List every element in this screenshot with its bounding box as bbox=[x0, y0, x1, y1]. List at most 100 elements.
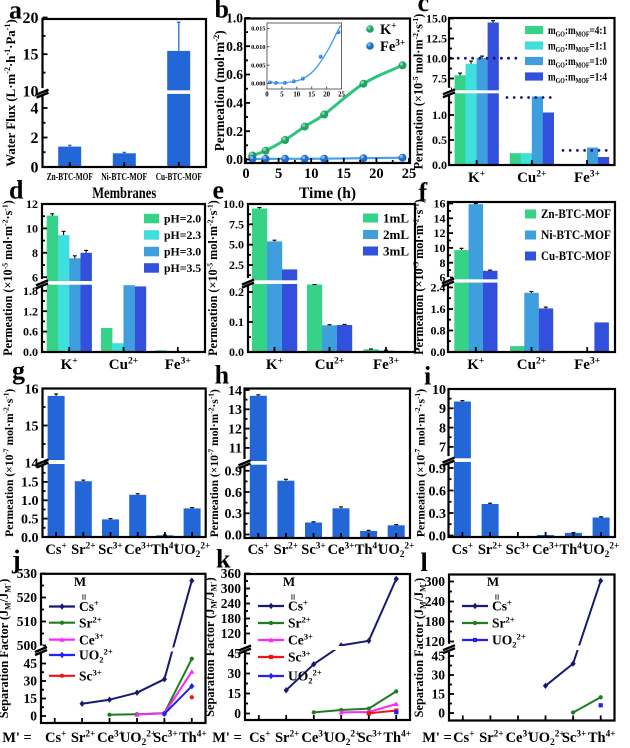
svg-text:10: 10 bbox=[432, 383, 446, 398]
svg-text:Cu-BTC-MOF: Cu-BTC-MOF bbox=[156, 171, 202, 183]
svg-text:8: 8 bbox=[439, 421, 446, 436]
svg-text:15: 15 bbox=[23, 47, 39, 64]
svg-text:0.0: 0.0 bbox=[226, 152, 243, 167]
svg-text:Sc3+: Sc3+ bbox=[79, 667, 102, 683]
svg-text:0.0: 0.0 bbox=[23, 345, 38, 359]
svg-text:45: 45 bbox=[24, 656, 38, 671]
svg-text:30: 30 bbox=[432, 668, 446, 683]
svg-text:4: 4 bbox=[31, 100, 39, 117]
svg-text:Cs+: Cs+ bbox=[248, 542, 269, 559]
svg-text:30: 30 bbox=[228, 666, 242, 681]
svg-text:Time (h): Time (h) bbox=[299, 185, 356, 202]
svg-text:0: 0 bbox=[265, 92, 269, 99]
svg-text:530: 530 bbox=[17, 566, 38, 581]
svg-text:14: 14 bbox=[434, 211, 446, 225]
svg-text:Th4+: Th4+ bbox=[383, 730, 411, 747]
svg-text:20: 20 bbox=[23, 10, 39, 27]
svg-text:Cu2+: Cu2+ bbox=[109, 355, 138, 373]
svg-text:0.9: 0.9 bbox=[225, 465, 243, 480]
svg-text:M' =: M' = bbox=[422, 730, 452, 746]
svg-text:7.5: 7.5 bbox=[432, 72, 447, 86]
svg-text:c: c bbox=[418, 0, 430, 17]
svg-text:5: 5 bbox=[280, 92, 284, 99]
svg-text:0.0: 0.0 bbox=[229, 345, 244, 359]
svg-text:Ce3+: Ce3+ bbox=[506, 730, 533, 747]
svg-text:Th4+: Th4+ bbox=[179, 730, 207, 747]
svg-text:0.6: 0.6 bbox=[225, 486, 243, 501]
svg-text:Sc3+: Sc3+ bbox=[562, 730, 586, 747]
svg-text:0: 0 bbox=[31, 159, 39, 176]
svg-text:Cs+: Cs+ bbox=[45, 730, 66, 747]
svg-text:Fe3+: Fe3+ bbox=[165, 355, 191, 373]
svg-text:Sr2+: Sr2+ bbox=[492, 615, 515, 631]
svg-text:pH=2.0: pH=2.0 bbox=[164, 212, 201, 226]
svg-text:Permeation (×10-5 mol·m-2·s-1): Permeation (×10-5 mol·m-2·s-1) bbox=[205, 200, 220, 356]
svg-text:e: e bbox=[213, 176, 225, 205]
svg-text:Separation Factor (JM/JM´): Separation Factor (JM/JM´) bbox=[203, 577, 219, 717]
svg-text:Sc3+: Sc3+ bbox=[301, 542, 325, 559]
svg-text:UO22+: UO22+ bbox=[583, 542, 619, 561]
svg-text:1.2: 1.2 bbox=[23, 304, 38, 318]
svg-text:Sr2+: Sr2+ bbox=[71, 730, 95, 747]
svg-text:10.0: 10.0 bbox=[426, 52, 447, 66]
svg-text:Permeation (×10-7 mol·m-2·s-1): Permeation (×10-7 mol·m-2·s-1) bbox=[413, 389, 427, 537]
svg-text:Ce3+: Ce3+ bbox=[301, 730, 328, 747]
svg-text:7: 7 bbox=[439, 441, 446, 456]
svg-text:1.5: 1.5 bbox=[21, 476, 39, 491]
svg-text:0.2: 0.2 bbox=[229, 285, 244, 299]
svg-text:15: 15 bbox=[228, 686, 242, 701]
svg-text:Th4+: Th4+ bbox=[151, 542, 179, 559]
svg-text:Ce3+: Ce3+ bbox=[97, 730, 124, 747]
svg-text:10: 10 bbox=[304, 166, 319, 182]
svg-text:Fe3+: Fe3+ bbox=[373, 355, 399, 373]
svg-text:10: 10 bbox=[23, 83, 39, 100]
svg-text:120: 120 bbox=[425, 634, 446, 649]
svg-text:120: 120 bbox=[221, 626, 242, 641]
svg-text:Separation Factor (JM/JM´): Separation Factor (JM/JM´) bbox=[412, 578, 428, 718]
svg-text:20: 20 bbox=[323, 92, 330, 99]
svg-text:=: = bbox=[490, 594, 504, 601]
svg-text:Sc3+: Sc3+ bbox=[506, 542, 530, 559]
svg-text:l: l bbox=[421, 548, 428, 577]
svg-text:2mL: 2mL bbox=[383, 227, 409, 242]
svg-text:10: 10 bbox=[434, 241, 446, 255]
svg-text:Cu-BTC-MOF: Cu-BTC-MOF bbox=[541, 249, 611, 263]
svg-text:180: 180 bbox=[425, 614, 446, 629]
svg-text:Cs+: Cs+ bbox=[45, 542, 66, 559]
svg-text:1.0: 1.0 bbox=[21, 494, 39, 509]
svg-text:Sc3+: Sc3+ bbox=[358, 730, 382, 747]
svg-text:Cs+: Cs+ bbox=[288, 598, 308, 614]
svg-text:0.010: 0.010 bbox=[251, 44, 265, 51]
svg-text:=: = bbox=[286, 594, 300, 601]
svg-text:1mL: 1mL bbox=[383, 210, 409, 225]
svg-text:5: 5 bbox=[275, 166, 282, 182]
svg-text:Sr2+: Sr2+ bbox=[71, 542, 95, 559]
svg-text:3mL: 3mL bbox=[383, 243, 409, 258]
svg-text:0.5: 0.5 bbox=[21, 512, 39, 527]
svg-text:2: 2 bbox=[31, 130, 39, 147]
svg-text:0: 0 bbox=[234, 706, 241, 721]
svg-text:8: 8 bbox=[32, 246, 38, 260]
svg-text:Ce3+: Ce3+ bbox=[79, 631, 104, 647]
svg-text:Permeation (×10-5 mol·m-2·s-1): Permeation (×10-5 mol·m-2·s-1) bbox=[0, 200, 15, 356]
svg-text:Cs+: Cs+ bbox=[453, 730, 474, 747]
svg-text:11: 11 bbox=[229, 442, 242, 457]
svg-text:10: 10 bbox=[26, 222, 38, 236]
svg-text:Ce3+: Ce3+ bbox=[288, 632, 313, 648]
svg-text:0.005: 0.005 bbox=[251, 62, 265, 69]
svg-text:Th4+: Th4+ bbox=[355, 542, 383, 559]
svg-text:Fe3+: Fe3+ bbox=[380, 39, 405, 56]
svg-text:6: 6 bbox=[32, 270, 38, 284]
svg-text:UO22+: UO22+ bbox=[79, 647, 113, 665]
svg-text:Th4+: Th4+ bbox=[588, 730, 616, 747]
svg-text:25: 25 bbox=[402, 166, 417, 182]
svg-text:12: 12 bbox=[228, 422, 242, 437]
svg-text:Cs+: Cs+ bbox=[249, 730, 270, 747]
svg-text:0.2: 0.2 bbox=[226, 124, 243, 139]
svg-text:15.0: 15.0 bbox=[426, 12, 447, 26]
svg-text:2.5: 2.5 bbox=[229, 258, 244, 272]
svg-text:UO22+: UO22+ bbox=[324, 730, 360, 748]
svg-text:Cu2+: Cu2+ bbox=[315, 355, 344, 373]
svg-text:25: 25 bbox=[338, 92, 345, 99]
svg-text:2.4: 2.4 bbox=[431, 281, 446, 295]
